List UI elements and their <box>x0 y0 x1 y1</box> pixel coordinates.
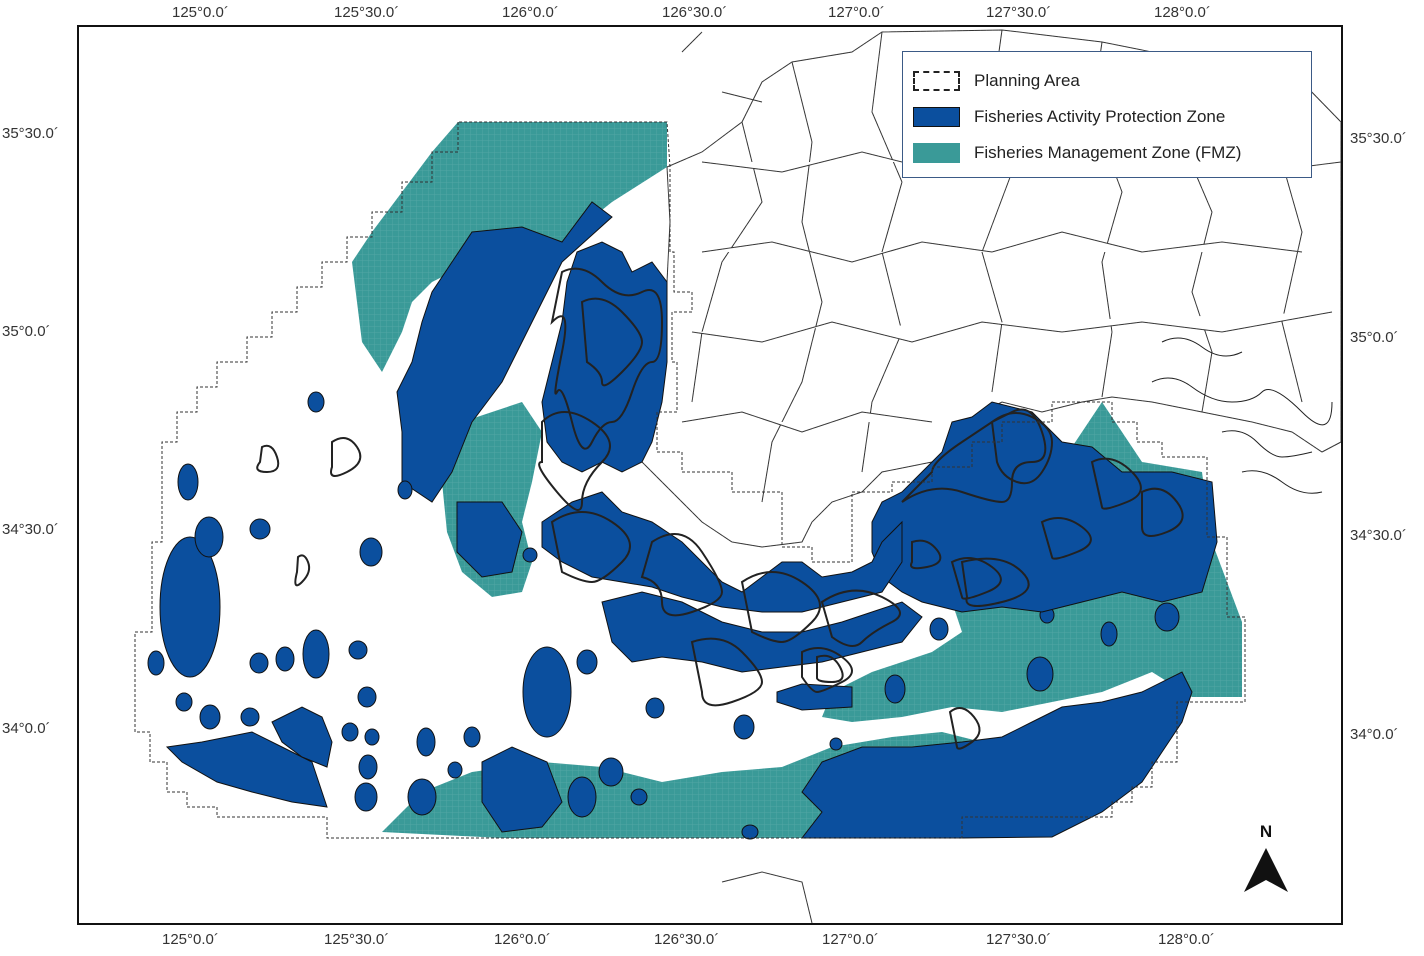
north-label: N <box>1259 822 1273 841</box>
fapz-swatch <box>913 107 960 127</box>
y-tick-right-1: 35°30.0´ <box>1350 130 1407 147</box>
legend-label-fmz: Fisheries Management Zone (FMZ) <box>974 143 1242 162</box>
y-tick-right-2: 35°0.0´ <box>1350 329 1399 346</box>
x-tick-top-4: 126°30.0´ <box>662 4 728 21</box>
y-tick-right-4: 34°0.0´ <box>1350 726 1399 743</box>
x-tick-bottom-5: 127°0.0´ <box>822 931 879 948</box>
y-tick-left-1: 35°30.0´ <box>2 125 59 142</box>
x-tick-top-3: 126°0.0´ <box>502 4 559 21</box>
planning-area-boundary <box>134 121 1246 839</box>
x-tick-top-7: 128°0.0´ <box>1154 4 1211 21</box>
legend-label-planning-area: Planning Area <box>974 71 1080 90</box>
coastline-detail <box>256 267 1184 750</box>
y-tick-right-3: 34°30.0´ <box>1350 527 1407 544</box>
x-tick-top-1: 125°0.0´ <box>172 4 229 21</box>
x-tick-top-5: 127°0.0´ <box>828 4 885 21</box>
east-coast-detail <box>1151 337 1333 494</box>
x-tick-bottom-4: 126°30.0´ <box>654 931 720 948</box>
x-tick-bottom-6: 127°30.0´ <box>986 931 1052 948</box>
x-tick-top-2: 125°30.0´ <box>334 4 400 21</box>
fapz-zones <box>147 201 1218 840</box>
legend-item-fapz: Fisheries Activity Protection Zone <box>913 105 1225 129</box>
y-tick-left-2: 35°0.0´ <box>2 323 51 340</box>
x-tick-top-6: 127°30.0´ <box>986 4 1052 21</box>
x-tick-bottom-3: 126°0.0´ <box>494 931 551 948</box>
y-tick-left-3: 34°30.0´ <box>2 521 59 538</box>
map-legend: Planning Area Fisheries Activity Protect… <box>902 51 1312 178</box>
x-tick-bottom-1: 125°0.0´ <box>162 931 219 948</box>
legend-label-fapz: Fisheries Activity Protection Zone <box>974 107 1226 126</box>
fmz-swatch <box>913 143 960 163</box>
planning-area-swatch <box>913 71 960 91</box>
legend-item-planning-area: Planning Area <box>913 69 1080 93</box>
legend-item-fmz: Fisheries Management Zone (FMZ) <box>913 141 1241 165</box>
north-arrow-icon <box>1244 848 1288 892</box>
y-tick-left-4: 34°0.0´ <box>2 720 51 737</box>
x-tick-bottom-2: 125°30.0´ <box>324 931 390 948</box>
x-tick-bottom-7: 128°0.0´ <box>1158 931 1215 948</box>
north-arrow: N <box>1242 822 1290 894</box>
